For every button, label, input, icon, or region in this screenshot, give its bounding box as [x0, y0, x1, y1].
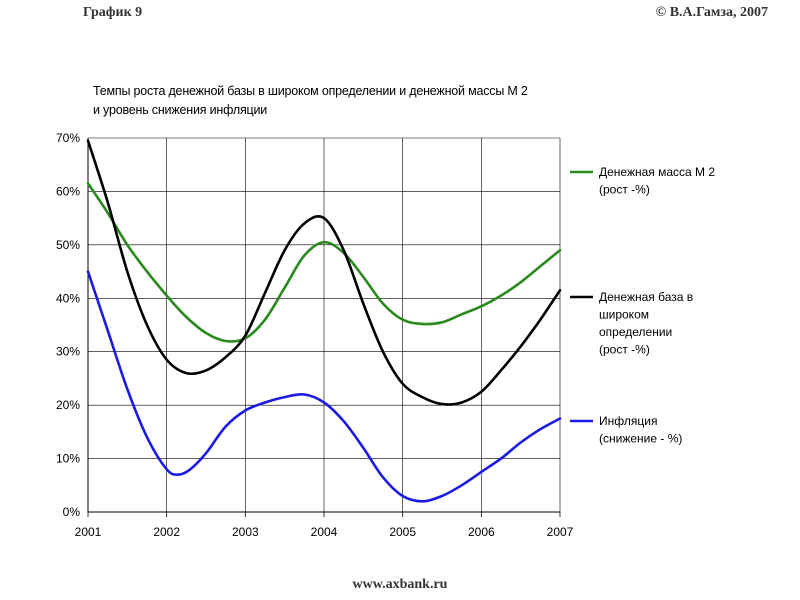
- legend-label: (рост -%): [599, 343, 650, 357]
- x-tick-label: 2003: [232, 525, 259, 539]
- copyright: © В.А.Гамза, 2007: [655, 5, 768, 20]
- chart-title-line-1: Темпы роста денежной базы в широком опре…: [93, 84, 528, 98]
- x-tick-label: 2002: [153, 525, 180, 539]
- y-tick-label: 10%: [56, 452, 80, 466]
- legend-label: (рост -%): [599, 183, 650, 197]
- y-tick-label: 30%: [56, 345, 80, 359]
- legend-label: широком: [599, 308, 649, 322]
- legend-label: Денежная масса М 2: [599, 165, 715, 179]
- x-tick-label: 2007: [547, 525, 574, 539]
- y-tick-label: 50%: [56, 238, 80, 252]
- y-tick-label: 20%: [56, 398, 80, 412]
- series-line-money-supply-m2: [86, 182, 562, 343]
- footer-url: www.axbank.ru: [352, 577, 448, 592]
- x-tick-label: 2001: [75, 525, 102, 539]
- grid: [87, 137, 561, 513]
- slide-label: График 9: [83, 5, 143, 20]
- legend-label: (снижение - %): [599, 432, 682, 446]
- series-layer: [86, 139, 562, 503]
- legend-label: определении: [599, 325, 672, 339]
- legend-label: Денежная база в: [599, 290, 693, 304]
- series-line-inflation: [86, 270, 562, 503]
- x-tick-label: 2006: [468, 525, 495, 539]
- legend-label: Инфляция: [599, 414, 657, 428]
- axes: 0% 10% 20% 30% 40% 50% 60% 70% 2001 2002 2003 2004 2…: [56, 131, 574, 539]
- x-tick-label: 2005: [389, 525, 416, 539]
- y-tick-label: 60%: [56, 184, 80, 198]
- x-tick-label: 2004: [311, 525, 338, 539]
- y-tick-label: 0%: [63, 505, 81, 519]
- legend: Денежная масса М 2 (рост -%) Денежная база…: [570, 165, 715, 446]
- y-tick-label: 40%: [56, 291, 80, 305]
- y-tick-label: 70%: [56, 131, 80, 145]
- series-line-monetary-base: [86, 139, 562, 406]
- chart-title-line-2: и уровень снижения инфляции: [93, 103, 268, 117]
